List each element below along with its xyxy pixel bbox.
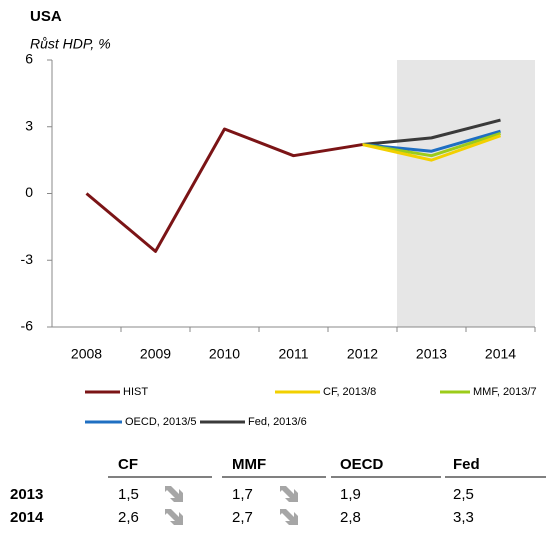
y-tick-label: -6 xyxy=(21,318,34,334)
table-cell: 2,6 xyxy=(118,509,139,526)
table-cell: 2,7 xyxy=(232,509,253,526)
y-tick-label: 0 xyxy=(25,184,33,200)
legend-label: CF, 2013/8 xyxy=(323,386,376,398)
x-tick-label: 2012 xyxy=(347,346,378,362)
forecast-shade xyxy=(397,60,535,327)
series-line xyxy=(362,118,501,147)
table-cell: 1,5 xyxy=(118,486,139,503)
trend-arrow xyxy=(165,509,183,525)
row-label: 2014 xyxy=(10,509,44,526)
series-line xyxy=(362,134,502,162)
legend-label: HIST xyxy=(123,386,148,398)
x-tick-label: 2014 xyxy=(485,346,516,362)
table-header: MMF xyxy=(232,456,266,473)
trend-arrow xyxy=(280,509,298,525)
y-tick-label: 6 xyxy=(25,51,33,67)
legend-label: MMF, 2013/7 xyxy=(473,386,537,398)
table-header: OECD xyxy=(340,456,384,473)
table-cell: 3,3 xyxy=(453,509,474,526)
row-label: 2013 xyxy=(10,486,43,503)
table-header: CF xyxy=(118,456,138,473)
x-tick-label: 2010 xyxy=(209,346,240,362)
series-line xyxy=(85,127,363,253)
table-cell: 1,7 xyxy=(232,486,253,503)
trend-arrow xyxy=(165,486,183,502)
table-cell: 2,8 xyxy=(340,509,361,526)
table-cell: 1,9 xyxy=(340,486,361,503)
trend-arrow xyxy=(280,486,298,502)
y-tick-label: -3 xyxy=(21,251,34,267)
chart-title: USA xyxy=(30,8,62,25)
x-tick-label: 2011 xyxy=(278,346,308,362)
legend-label: OECD, 2013/5 xyxy=(125,416,197,428)
table-cell: 2,5 xyxy=(453,486,474,503)
x-tick-label: 2009 xyxy=(140,346,171,362)
x-tick-label: 2008 xyxy=(71,346,102,362)
x-tick-label: 2013 xyxy=(416,346,447,362)
legend-label: Fed, 2013/6 xyxy=(248,416,307,428)
table-header: Fed xyxy=(453,456,480,473)
chart-subtitle: Růst HDP, % xyxy=(30,36,111,52)
y-tick-label: 3 xyxy=(25,117,33,133)
